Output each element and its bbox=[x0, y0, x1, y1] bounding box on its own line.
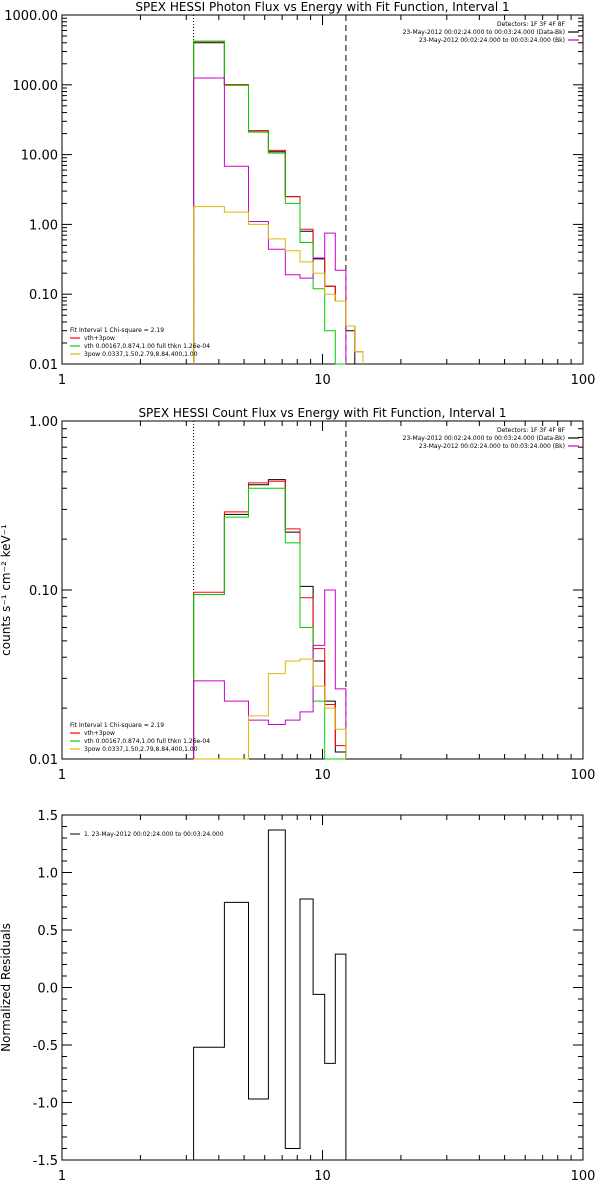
series-line-3 bbox=[193, 487, 346, 760]
series-line-4 bbox=[193, 77, 347, 364]
legend-bottom-entry: vth 0.00167,0.874,1.00 full thkn 1.26e-0… bbox=[84, 738, 210, 745]
plot-frame bbox=[61, 814, 584, 1161]
series-line-2 bbox=[193, 480, 347, 759]
series-line-5 bbox=[193, 206, 364, 364]
legend-top-entry: 1. 23-May-2012 00:02:24.000 to 00:03:24.… bbox=[84, 831, 224, 838]
y-tick-label: 1.0 bbox=[37, 867, 58, 882]
y-tick-label: -1.0 bbox=[33, 1097, 58, 1112]
series-line-5 bbox=[193, 658, 347, 760]
y-tick-label: -1.5 bbox=[33, 1154, 58, 1169]
y-tick-label: 0.01 bbox=[29, 753, 58, 768]
y-axis-label: counts s⁻¹ cm⁻² keV⁻¹ bbox=[0, 524, 13, 656]
panel-3: 1 10 100 -1.5 -1.0 -0.5 0.0 0.5 1.0 1.5 Normalized… bbox=[0, 809, 595, 1184]
y-tick-label: 1000.00 bbox=[4, 9, 58, 24]
legend-top-entry: 23-May-2012 00:02:24.000 to 00:03:24.000… bbox=[419, 37, 565, 44]
y-tick-label: 100.00 bbox=[13, 79, 59, 94]
series-line-4 bbox=[193, 589, 347, 759]
legend-bottom-entry: vth+3pow bbox=[84, 730, 115, 737]
x-tick-label: 100 bbox=[571, 1169, 596, 1184]
legend-top-entry: Detectors: 1F 3F 4F 8F bbox=[497, 427, 566, 434]
panel-1: SPEX HESSI Photon Flux vs Energy with Fi… bbox=[4, 0, 595, 388]
legend-top-entry: 23-May-2012 00:02:24.000 to 00:03:24.000… bbox=[403, 29, 565, 36]
x-tick-label: 1 bbox=[58, 768, 66, 783]
x-tick-label: 10 bbox=[314, 373, 331, 388]
x-tick-label: 1 bbox=[58, 1169, 66, 1184]
series-line-1 bbox=[193, 479, 347, 759]
legend-bottom-entry: Fit Interval 1 Chi-square = 2.19 bbox=[70, 722, 164, 729]
legend-top-entry: 23-May-2012 00:02:24.000 to 00:03:24.000… bbox=[403, 435, 565, 442]
legend-top-entry: 23-May-2012 00:02:24.000 to 00:03:24.000… bbox=[419, 443, 565, 450]
plot-frame bbox=[61, 420, 584, 760]
plot-frame bbox=[61, 14, 584, 365]
x-tick-label: 10 bbox=[314, 1169, 331, 1184]
chart-title: SPEX HESSI Photon Flux vs Energy with Fi… bbox=[135, 0, 509, 14]
legend-bottom-entry: 3pow 0.0337,1.50,2.79,8.84,400,1.00 bbox=[84, 351, 198, 358]
x-tick-label: 1 bbox=[58, 373, 66, 388]
y-tick-label: 0.10 bbox=[29, 288, 58, 303]
y-tick-label: 0.10 bbox=[29, 584, 58, 599]
panel-2: SPEX HESSI Count Flux vs Energy with Fit… bbox=[0, 406, 595, 783]
y-tick-label: -0.5 bbox=[33, 1039, 58, 1054]
legend-bottom-entry: Fit Interval 1 Chi-square = 2.19 bbox=[70, 327, 164, 334]
x-tick-label: 10 bbox=[314, 768, 331, 783]
legend-top-entry: Detectors: 1F 3F 4F 8F bbox=[497, 21, 566, 28]
y-tick-label: 10.00 bbox=[21, 149, 58, 164]
x-tick-label: 100 bbox=[571, 373, 596, 388]
legend-bottom-entry: vth 0.00167,0.874,1.00 full thkn 1.26e-0… bbox=[84, 343, 210, 350]
series-line-3 bbox=[193, 40, 346, 365]
y-tick-label: 1.00 bbox=[29, 218, 58, 233]
y-tick-label: 0.5 bbox=[37, 924, 58, 939]
series-line-1 bbox=[193, 829, 347, 1160]
legend-bottom-entry: vth+3pow bbox=[84, 335, 115, 342]
y-tick-label: 0.01 bbox=[29, 358, 58, 373]
legend-bottom-entry: 3pow 0.0337,1.50,2.79,8.84,400,1.00 bbox=[84, 746, 198, 753]
y-tick-label: 0.0 bbox=[37, 982, 58, 997]
y-tick-label: 1.5 bbox=[37, 809, 58, 824]
y-tick-label: 1.00 bbox=[29, 415, 58, 430]
series-line-2 bbox=[193, 40, 364, 364]
x-tick-label: 100 bbox=[571, 768, 596, 783]
series-line-1 bbox=[193, 42, 356, 364]
chart-title: SPEX HESSI Count Flux vs Energy with Fit… bbox=[138, 406, 506, 420]
y-axis-label: Normalized Residuals bbox=[0, 923, 13, 1052]
